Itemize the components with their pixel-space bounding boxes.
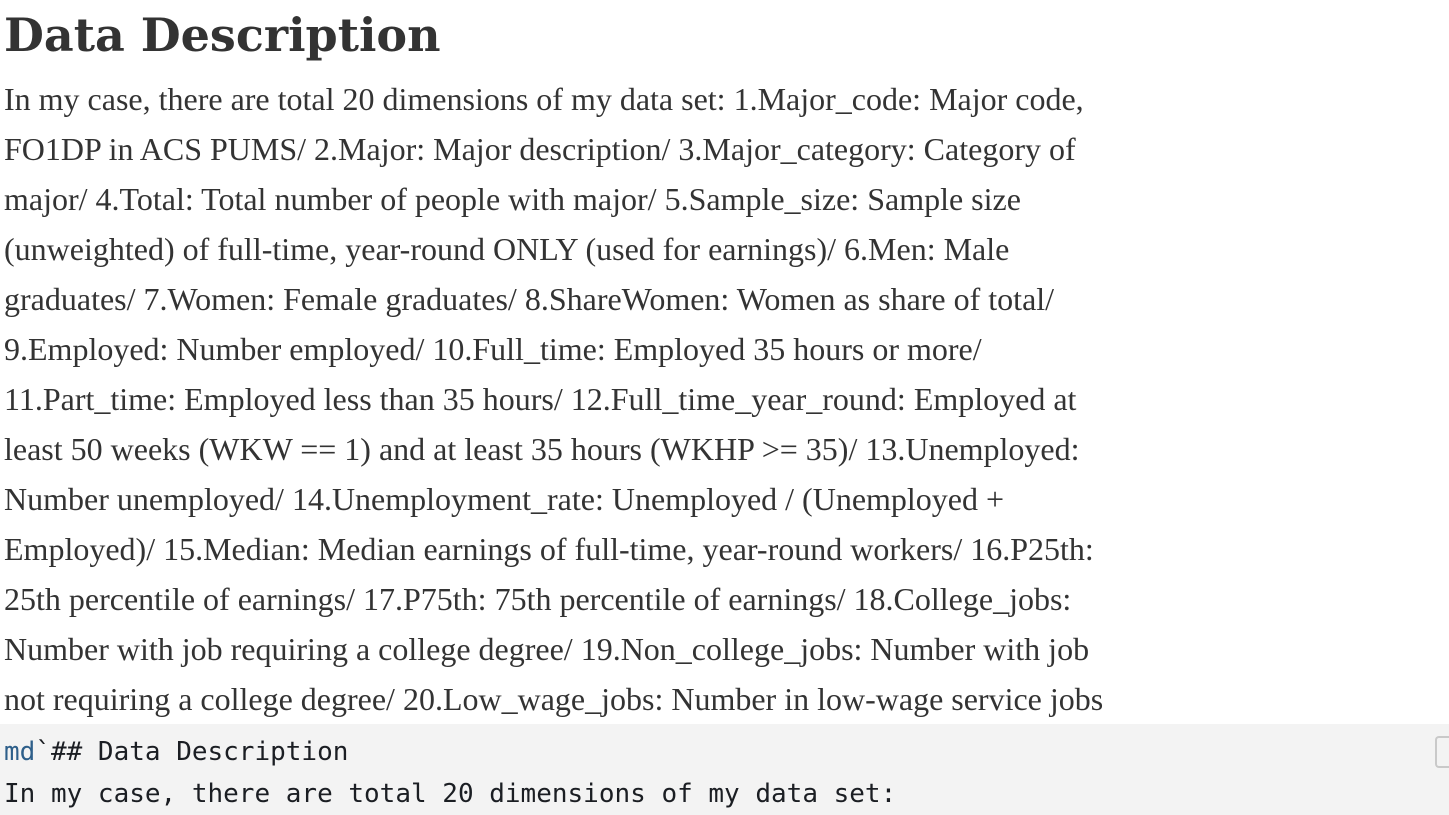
paragraph-line: In my case, there are total 20 dimension… — [4, 81, 1084, 117]
paragraph-line: 25th percentile of earnings/ 17.P75th: 7… — [4, 581, 1072, 617]
paragraph-line: Employed)/ 15.Median: Median earnings of… — [4, 531, 1094, 567]
paragraph-line: FO1DP in ACS PUMS/ 2.Major: Major descri… — [4, 131, 1076, 167]
paragraph-line: (unweighted) of full-time, year-round ON… — [4, 231, 1010, 267]
paragraph-line: least 50 weeks (WKW == 1) and at least 3… — [4, 431, 1080, 467]
md-tag-keyword: md — [4, 737, 36, 767]
paragraph-line: Number with job requiring a college degr… — [4, 631, 1090, 667]
paragraph-line: 9.Employed: Number employed/ 10.Full_tim… — [4, 331, 982, 367]
code-line[interactable]: In my case, there are total 20 dimension… — [4, 779, 897, 809]
description-paragraph: In my case, there are total 20 dimension… — [4, 74, 1294, 724]
paragraph-line: 11.Part_time: Employed less than 35 hour… — [4, 381, 1077, 417]
collapse-cell-icon[interactable] — [1435, 736, 1449, 768]
paragraph-line: major/ 4.Total: Total number of people w… — [4, 181, 1021, 217]
code-text: `## Data Description — [35, 737, 349, 767]
section-heading: Data Description — [4, 8, 441, 62]
code-editor-cell[interactable]: md`## Data Description In my case, there… — [0, 724, 1449, 815]
paragraph-line: Number unemployed/ 14.Unemployment_rate:… — [4, 481, 1005, 517]
paragraph-line: graduates/ 7.Women: Female graduates/ 8.… — [4, 281, 1055, 317]
code-line[interactable]: md`## Data Description — [4, 732, 348, 772]
paragraph-line: not requiring a college degree/ 20.Low_w… — [4, 681, 1104, 717]
